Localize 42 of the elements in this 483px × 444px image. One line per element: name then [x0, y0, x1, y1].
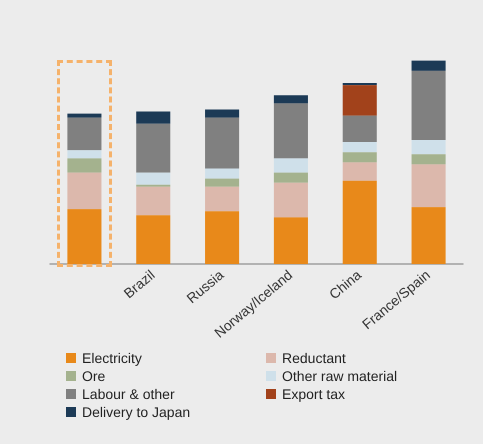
legend-label: Other raw material: [282, 368, 398, 384]
bar: [205, 178, 240, 187]
bar: [136, 172, 170, 185]
bar: [205, 186, 240, 212]
bar: [67, 209, 102, 264]
bar: [136, 112, 170, 124]
bar: [342, 162, 377, 181]
legend-label: Labour & other: [82, 386, 175, 402]
bar: [136, 186, 170, 216]
bar: [342, 116, 377, 142]
bar: [412, 154, 446, 164]
bar: [136, 124, 170, 173]
bar: [205, 118, 240, 168]
bar: [67, 150, 102, 158]
bar: [412, 140, 446, 154]
legend-label: Reductant: [282, 350, 346, 366]
legend-label: Ore: [82, 368, 106, 384]
legend-label: Electricity: [82, 350, 142, 366]
bar: [412, 70, 446, 140]
bar: [274, 95, 308, 104]
bar: [274, 103, 308, 158]
bar: [274, 217, 308, 264]
bar: [67, 172, 102, 210]
bar: [342, 142, 377, 152]
bar: [67, 158, 102, 173]
bar: [205, 110, 240, 118]
bar: [67, 114, 102, 118]
legend-label: Delivery to Japan: [82, 404, 190, 420]
bar: [342, 85, 377, 116]
bar: [342, 152, 377, 162]
bar: [274, 182, 308, 218]
bar: [274, 172, 308, 183]
bar: [412, 207, 446, 264]
bar: [67, 118, 102, 150]
bar: [342, 180, 377, 264]
bar: [205, 211, 240, 264]
bar: [205, 168, 240, 179]
legend-label: Export tax: [282, 386, 346, 402]
bar: [274, 158, 308, 173]
bar: [412, 60, 446, 71]
bar: [136, 215, 170, 264]
bar: [412, 164, 446, 208]
